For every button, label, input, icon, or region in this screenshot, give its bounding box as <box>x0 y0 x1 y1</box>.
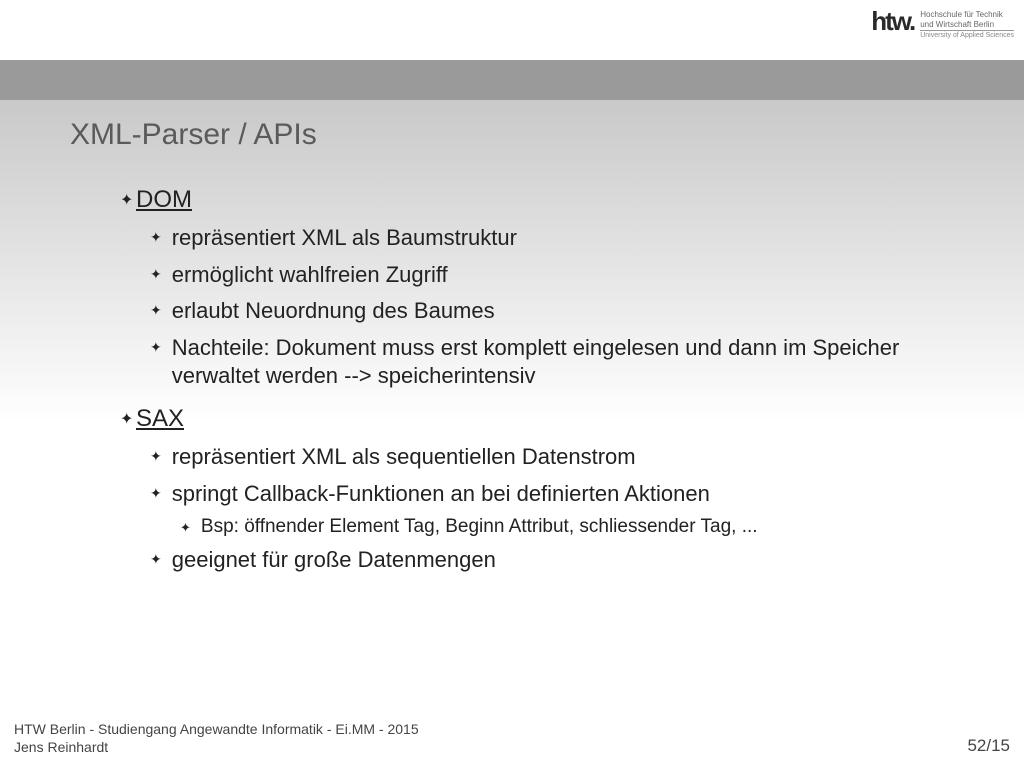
bullet-icon: ✦ <box>120 409 130 429</box>
logo-line3: University of Applied Sciences <box>920 32 1014 40</box>
list-item: ✦ ermöglicht wahlfreien Zugriff <box>150 261 984 290</box>
title-area: XML-Parser / APIs <box>0 100 1024 152</box>
logo: htw. Hochschule für Technik und Wirtscha… <box>871 8 1014 41</box>
list-item: ✦ repräsentiert XML als Baumstruktur <box>150 224 984 253</box>
section-heading-sax: ✦ SAX <box>120 405 984 433</box>
bullet-icon: ✦ <box>150 339 162 356</box>
list-sax-sub: ✦ Bsp: öffnender Element Tag, Beginn Attr… <box>120 516 984 538</box>
list-item: ✦ springt Callback-Funktionen an bei defi… <box>150 480 984 509</box>
item-text: Bsp: öffnender Element Tag, Beginn Attri… <box>201 516 758 538</box>
item-text: repräsentiert XML als sequentiellen Date… <box>172 443 984 472</box>
item-text: Nachteile: Dokument muss erst komplett e… <box>172 334 984 391</box>
list-item: ✦ Nachteile: Dokument muss erst komplett … <box>150 334 984 391</box>
list-dom: ✦ repräsentiert XML als Baumstruktur ✦ erm… <box>120 224 984 391</box>
bullet-icon: ✦ <box>150 551 162 568</box>
list-sax: ✦ repräsentiert XML als sequentiellen Dat… <box>120 443 984 508</box>
bullet-icon: ✦ <box>150 302 162 319</box>
list-item: ✦ erlaubt Neuordnung des Baumes <box>150 297 984 326</box>
list-item: ✦ geeignet für große Datenmengen <box>150 546 984 575</box>
logo-text: Hochschule für Technik und Wirtschaft Be… <box>920 8 1014 41</box>
bullet-icon: ✦ <box>120 190 130 210</box>
header-bar: htw. Hochschule für Technik und Wirtscha… <box>0 0 1024 60</box>
footer-left: HTW Berlin - Studiengang Angewandte Info… <box>14 720 419 756</box>
footer-line2: Jens Reinhardt <box>14 738 419 756</box>
logo-line1: Hochschule für Technik <box>920 10 1014 20</box>
footer: HTW Berlin - Studiengang Angewandte Info… <box>14 720 1010 756</box>
item-text: ermöglicht wahlfreien Zugriff <box>172 261 984 290</box>
page-number: 52/15 <box>967 736 1010 756</box>
list-item: ✦ repräsentiert XML als sequentiellen Dat… <box>150 443 984 472</box>
list-sax-cont: ✦ geeignet für große Datenmengen <box>120 546 984 575</box>
item-text: springt Callback-Funktionen an bei defin… <box>172 480 984 509</box>
logo-mark: htw. <box>871 8 914 34</box>
bullet-icon: ✦ <box>180 520 191 536</box>
bullet-icon: ✦ <box>150 229 162 246</box>
bullet-icon: ✦ <box>150 448 162 465</box>
bullet-icon: ✦ <box>150 485 162 502</box>
logo-line2: und Wirtschaft Berlin <box>920 20 1014 30</box>
item-text: erlaubt Neuordnung des Baumes <box>172 297 984 326</box>
slide-title: XML-Parser / APIs <box>70 118 1024 152</box>
heading-text: SAX <box>136 405 184 432</box>
section-heading-dom: ✦ DOM <box>120 186 984 214</box>
bullet-icon: ✦ <box>150 266 162 283</box>
footer-line1: HTW Berlin - Studiengang Angewandte Info… <box>14 720 419 738</box>
list-item: ✦ Bsp: öffnender Element Tag, Beginn Attr… <box>180 516 984 538</box>
item-text: repräsentiert XML als Baumstruktur <box>172 224 984 253</box>
heading-text: DOM <box>136 186 192 213</box>
content: ✦ DOM ✦ repräsentiert XML als Baumstruktur… <box>0 152 1024 575</box>
item-text: geeignet für große Datenmengen <box>172 546 984 575</box>
gray-band <box>0 60 1024 100</box>
